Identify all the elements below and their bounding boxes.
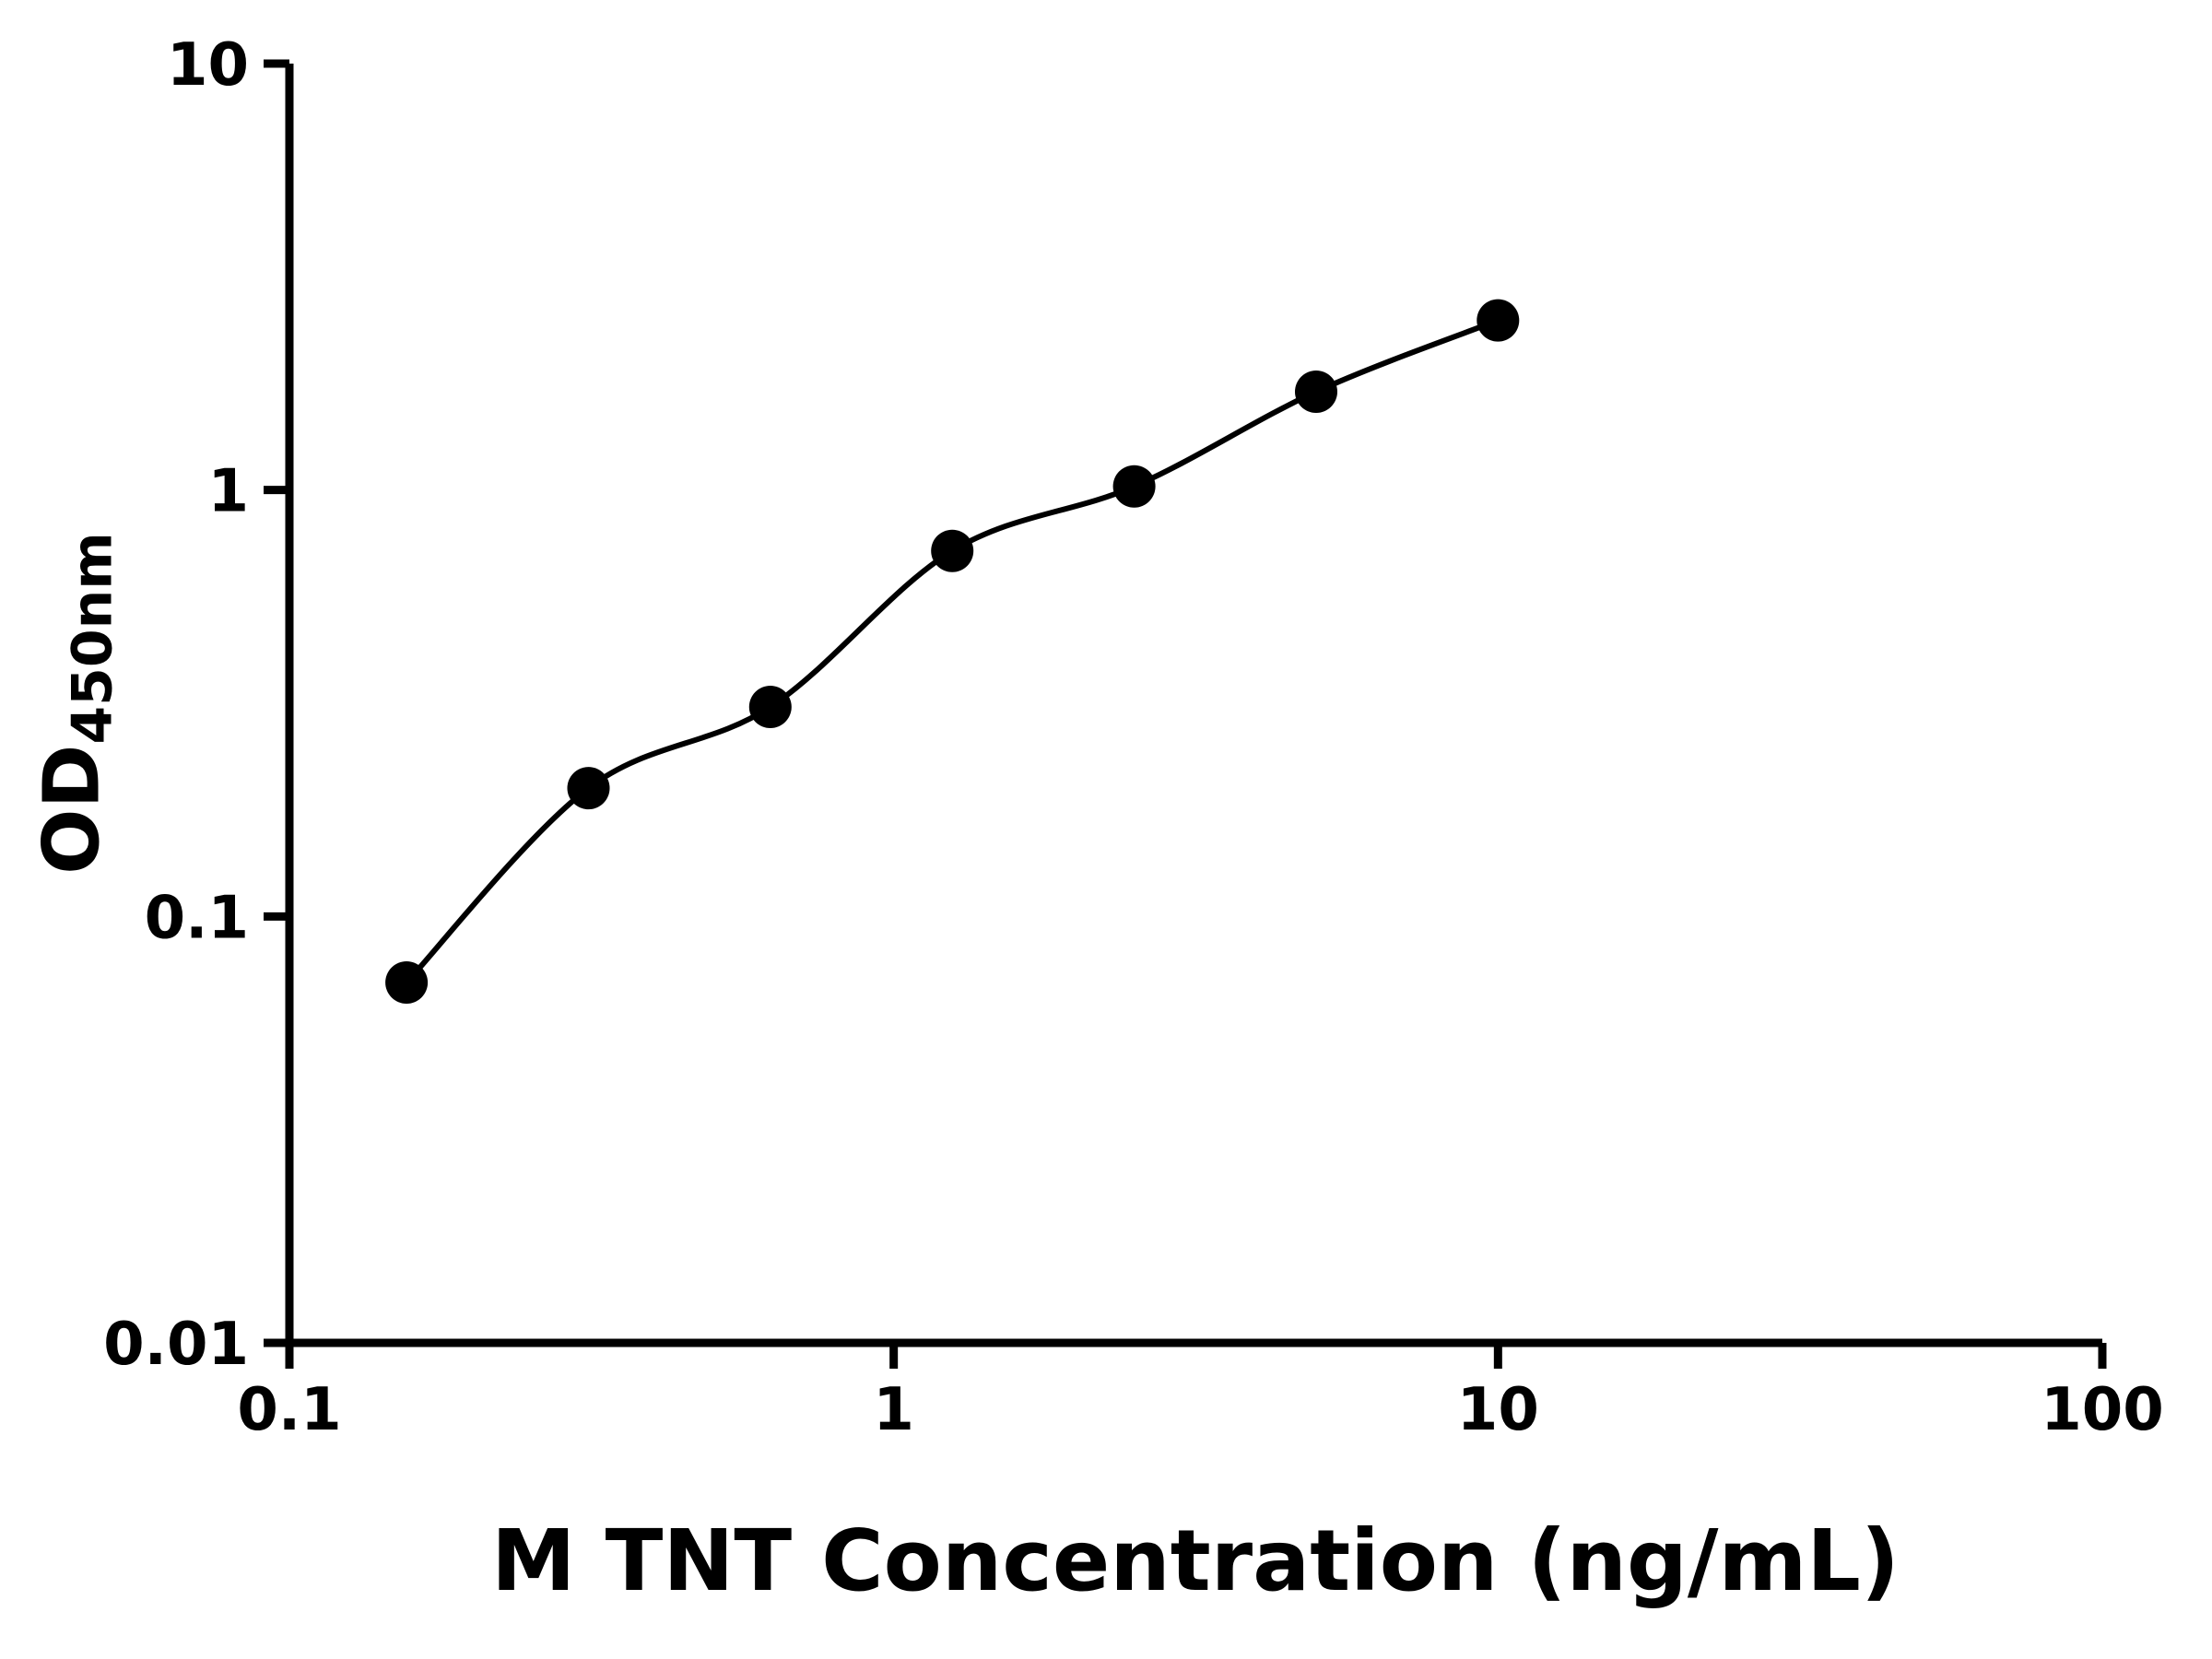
y-axis-title-sub: 450nm (60, 532, 125, 745)
data-point (385, 961, 429, 1004)
x-tick-label: 100 (2041, 1376, 2164, 1444)
data-point (748, 686, 792, 728)
x-axis-title: M TNT Concentration (ng/mL) (491, 1512, 1900, 1610)
y-axis-title-main: OD (26, 744, 117, 875)
x-tick-label: 0.1 (237, 1376, 341, 1444)
data-point (567, 767, 610, 810)
y-tick-label: 0.1 (145, 884, 249, 952)
data-point (1477, 299, 1520, 342)
x-tick-label: 1 (873, 1376, 914, 1444)
x-tick-label: 10 (1457, 1376, 1539, 1444)
data-point (931, 529, 974, 572)
y-axis-title: OD450nm (27, 532, 125, 875)
data-point (1112, 465, 1156, 508)
y-tick-label: 10 (167, 31, 249, 100)
fit-curve (404, 317, 1500, 985)
y-tick-label: 0.01 (103, 1311, 249, 1379)
data-point (1295, 371, 1337, 413)
y-tick-label: 1 (207, 458, 249, 526)
